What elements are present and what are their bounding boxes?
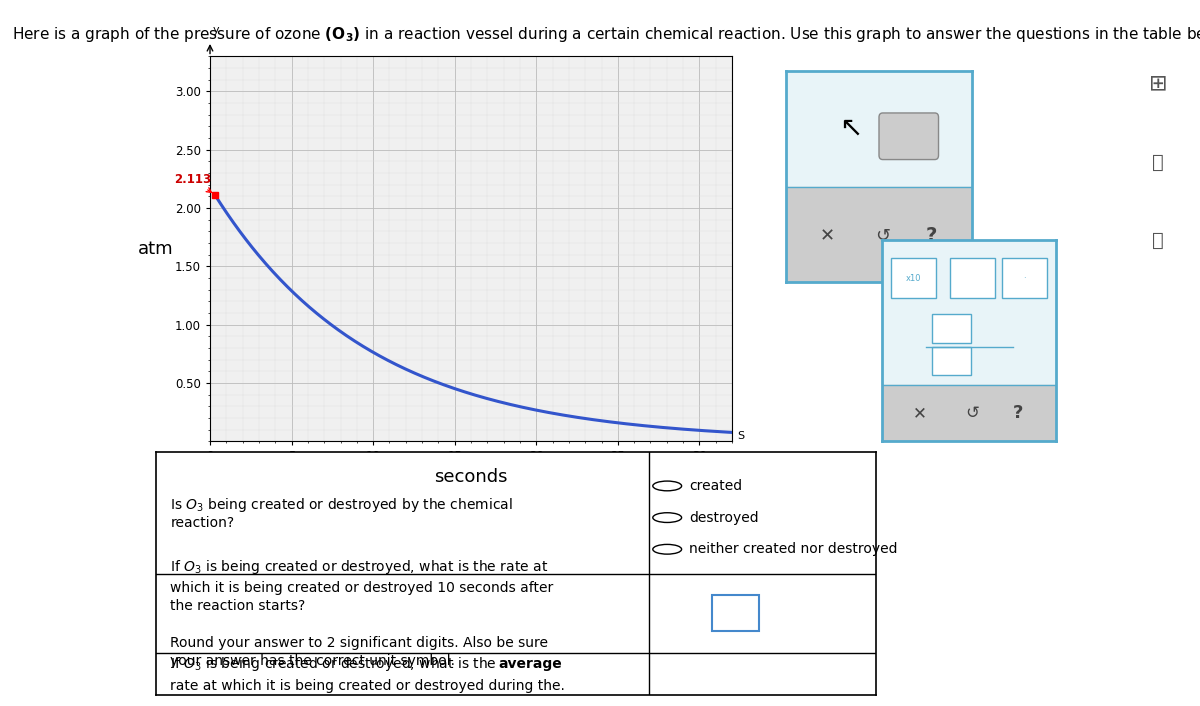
- Circle shape: [653, 481, 682, 491]
- Text: atm: atm: [138, 240, 174, 258]
- Text: y: y: [212, 25, 220, 35]
- FancyBboxPatch shape: [932, 347, 971, 375]
- Text: ↺: ↺: [875, 227, 890, 245]
- Text: 📊: 📊: [1152, 153, 1164, 172]
- Circle shape: [653, 544, 682, 554]
- FancyBboxPatch shape: [890, 258, 936, 299]
- Text: 2.113: 2.113: [174, 172, 211, 193]
- Bar: [786, 187, 972, 282]
- Text: ⊞: ⊞: [1148, 75, 1168, 95]
- Text: ✕: ✕: [820, 227, 834, 245]
- Text: Is $O_3$ being created or destroyed by the chemical
reaction?: Is $O_3$ being created or destroyed by t…: [170, 496, 514, 530]
- FancyBboxPatch shape: [950, 258, 995, 299]
- Text: S: S: [737, 431, 744, 441]
- Text: average: average: [499, 657, 563, 671]
- Text: Here is a graph of the pressure of ozone $\mathbf{(O_3)}$ in a reaction vessel d: Here is a graph of the pressure of ozone…: [12, 25, 1200, 44]
- Text: ?: ?: [1013, 404, 1022, 422]
- Text: seconds: seconds: [434, 467, 508, 486]
- FancyBboxPatch shape: [1002, 258, 1048, 299]
- Text: neither created nor destroyed: neither created nor destroyed: [689, 542, 898, 556]
- Text: ?: ?: [925, 227, 937, 245]
- FancyBboxPatch shape: [932, 314, 971, 342]
- Text: If $O_3$ is being created or destroyed, what is the: If $O_3$ is being created or destroyed, …: [170, 654, 498, 673]
- Text: ↖: ↖: [840, 114, 863, 142]
- Circle shape: [653, 513, 682, 522]
- FancyBboxPatch shape: [713, 595, 760, 631]
- Text: ✕: ✕: [913, 404, 928, 422]
- FancyBboxPatch shape: [878, 113, 938, 160]
- Text: destroyed: destroyed: [689, 510, 758, 525]
- Text: 🅐: 🅐: [1152, 231, 1164, 249]
- Text: ↺: ↺: [966, 404, 979, 422]
- Text: ·: ·: [1024, 274, 1026, 283]
- Text: created: created: [689, 479, 742, 493]
- Bar: [882, 385, 1056, 441]
- Text: If $O_3$ is being created or destroyed, what is the rate at
which it is being cr: If $O_3$ is being created or destroyed, …: [170, 558, 553, 668]
- Text: rate at which it is being created or destroyed during the.: rate at which it is being created or des…: [170, 678, 565, 693]
- Text: x10: x10: [906, 274, 922, 283]
